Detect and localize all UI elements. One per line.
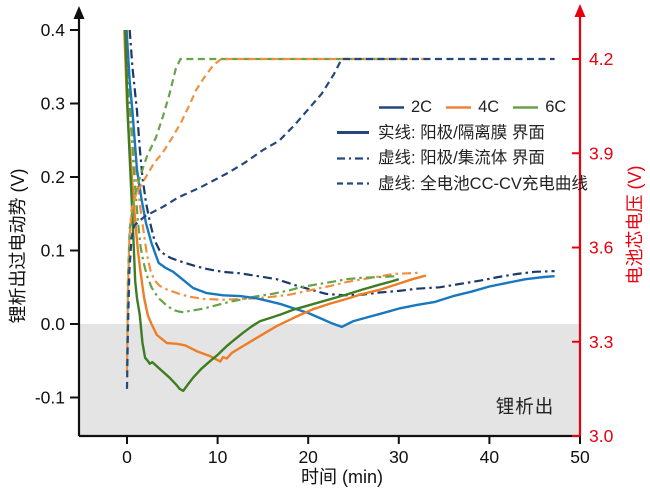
legend-item-4c: 4C [445, 99, 499, 116]
y-left-tick-label: 0.0 [41, 314, 66, 334]
series-2c-collector-dashdot [128, 29, 555, 297]
legend-4c-line-icon [446, 106, 472, 109]
legend-solid-label: 实线: 阳极/隔离膜 界面 [378, 123, 545, 142]
legend-item-6c: 6C [512, 99, 566, 116]
legend-item-dashdot-style: 虚线: 阳极/集流体 界面 [336, 150, 588, 167]
legend-item-solid-style: 实线: 阳极/隔离膜 界面 [336, 123, 588, 142]
series-4c-collector-dashdot [125, 29, 422, 301]
legend-2c-line-icon [379, 106, 404, 109]
legend-item-2c: 2C [378, 99, 432, 116]
x-axis-label: 时间 (min) [301, 467, 383, 487]
lithium-plating-region-label: 锂析出 [495, 396, 555, 417]
series-4c-separator-solid [123, 29, 427, 363]
series-2c-separator-solid [125, 29, 555, 329]
series-6c-collector-dashdot [125, 29, 398, 314]
y-left-tick-label: 0.3 [41, 94, 65, 114]
series-6c-separator-solid [124, 29, 400, 393]
legend-6c-line-icon [513, 106, 539, 109]
dashdot-line-icon [337, 157, 369, 160]
x-tick-label: 0 [122, 447, 132, 467]
legend-item-dashed-style: 虚线: 全电池CC-CV充电曲线 [336, 174, 588, 193]
x-tick-label: 50 [570, 447, 590, 467]
y-left-tick-label: -0.1 [35, 388, 65, 408]
y-axis-label-left: 锂析出过电动势 (V) [8, 168, 28, 324]
legend-dashdot-label: 虚线: 阳极/集流体 界面 [378, 149, 545, 167]
y-right-tick-label: 3.3 [589, 332, 613, 352]
left-axis-arrow-icon [73, 6, 85, 19]
series-2c-cccv-dashed [125, 57, 555, 389]
y-left-tick-label: 0.1 [41, 241, 65, 261]
y-right-tick-label: 4.2 [589, 49, 613, 69]
x-tick-label: 20 [298, 447, 318, 467]
legend-4c-label: 4C [478, 98, 500, 116]
legend-rates-row: 2C 4C 6C [336, 99, 588, 116]
x-tick-label: 10 [208, 447, 228, 467]
y-right-tick-label: 3.9 [589, 143, 613, 163]
legend-6c-label: 6C [545, 98, 567, 116]
legend: 2C 4C 6C 实线: 阳极/隔离膜 界面 虚线: 阳极/集流体 界面 虚线:… [336, 99, 588, 192]
y-left-tick-label: 0.2 [41, 167, 65, 187]
y-right-tick-label: 3.6 [589, 238, 613, 258]
right-axis-arrow-icon [574, 4, 586, 17]
lithium-plating-region [80, 324, 580, 436]
series-6c-cccv-dashed [125, 57, 399, 367]
y-left-tick-label: 0.4 [41, 20, 66, 40]
solid-line-icon [337, 131, 369, 135]
series-4c-cccv-dashed [125, 57, 426, 374]
y-axis-label-right: 电池芯电压 (V) [625, 165, 645, 285]
x-tick-label: 40 [480, 447, 500, 467]
y-right-tick-label: 3.0 [589, 426, 614, 446]
x-tick-label: 30 [389, 447, 409, 467]
dashed-line-icon [337, 182, 369, 185]
legend-2c-label: 2C [411, 98, 433, 116]
legend-dashed-label: 虚线: 全电池CC-CV充电曲线 [378, 174, 588, 193]
